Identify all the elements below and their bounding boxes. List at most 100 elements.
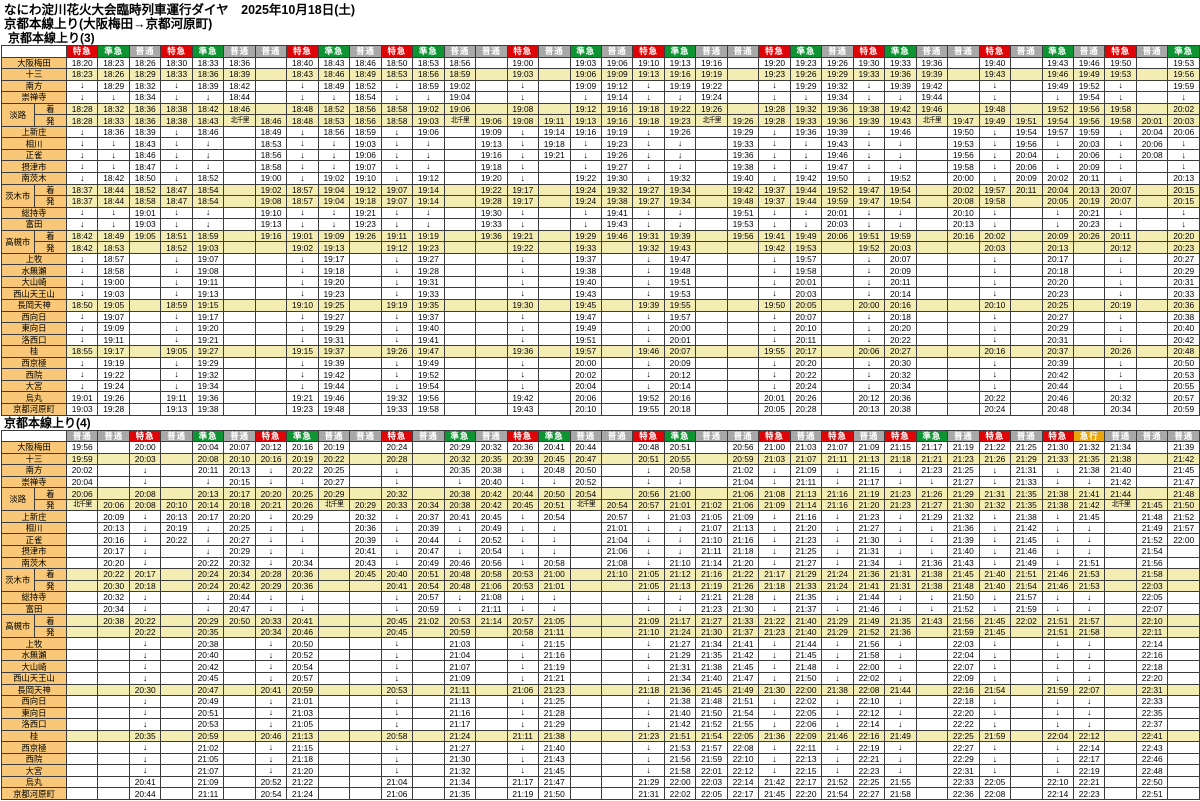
time-cell (443, 322, 477, 335)
time-cell: 18:59 (443, 68, 477, 81)
time-cell: 20:51 (663, 441, 697, 454)
time-cell (726, 102, 760, 116)
train-type-header: 特急 (128, 429, 162, 443)
time-cell: 20:03 (978, 241, 1012, 254)
time-cell: 19:36 (475, 229, 508, 243)
time-cell (128, 333, 162, 347)
time-cell: ↓ (789, 148, 823, 162)
time-cell: 20:20 (1167, 229, 1200, 243)
time-cell: ↓ (1041, 148, 1075, 162)
time-cell: 22:20 (947, 706, 980, 720)
station-name: 大山崎 (1, 660, 67, 673)
time-cell: ↓ (1167, 206, 1200, 220)
time-cell: 19:23 (758, 68, 791, 81)
time-cell: 19:57 (978, 183, 1012, 197)
time-cell: 20:54 (538, 510, 571, 523)
time-cell (1104, 625, 1137, 639)
time-cell (160, 625, 193, 639)
time-cell (317, 729, 351, 743)
time-cell: ↓ (506, 206, 540, 220)
station-name: 十三 (1, 68, 67, 81)
time-cell: 19:33 (569, 241, 602, 254)
time-cell: 21:06 (506, 683, 540, 697)
time-cell: ↓ (506, 695, 540, 708)
station-name: 淡路 (1, 102, 35, 127)
time-cell: 18:44 (97, 183, 130, 197)
time-cell: 19:52 (632, 391, 665, 404)
time-cell: 22:14 (852, 718, 886, 731)
time-cell: 北千里 (1104, 498, 1137, 512)
time-cell: 20:40 (191, 648, 225, 662)
station-name: 茨木市 (1, 568, 35, 593)
time-cell: 21:53 (1072, 579, 1106, 593)
time-cell (821, 379, 854, 393)
station-row: 烏丸 19:01 19:26 19:11 19:36 19:21 19:46 19:32 19:… (1, 391, 1200, 404)
time-cell: ↓ (978, 556, 1012, 570)
time-cell: 19:32 (380, 391, 414, 404)
time-cell: 22:23 (852, 764, 886, 777)
time-cell: 21:50 (789, 672, 823, 685)
time-cell: 20:04 (1010, 148, 1043, 162)
time-cell: 19:06 (349, 148, 382, 162)
station-name: 大宮 (1, 379, 67, 393)
time-cell (1010, 299, 1043, 312)
time-cell (1167, 787, 1200, 800)
time-cell: 19:07 (380, 183, 414, 197)
time-cell (475, 718, 508, 731)
time-cell: ↓ (852, 125, 886, 139)
time-cell: ↓ (380, 764, 414, 777)
time-cell (128, 345, 162, 358)
time-cell: 21:51 (663, 729, 697, 743)
time-cell: ↓ (443, 544, 477, 558)
time-cell (254, 322, 288, 335)
time-cell: 20:03 (789, 287, 823, 301)
time-cell: 19:26 (349, 229, 382, 243)
time-cell: 20:10 (223, 452, 256, 466)
station-row: 発 20:22 20:35 20:34 20:46 20:45 20:59 20:58 21:1… (2, 625, 1200, 639)
station-row: 総持寺 ↓ ↓ 19:01 ↓ ↓ 19:10 ↓ ↓ 19:21 ↓ ↓ 19:30 ↓ ↓ 19:41 ↓ ↓… (1, 206, 1200, 220)
train-type-header: 普通 (128, 45, 162, 58)
time-cell: ↓ (506, 510, 540, 523)
train-type-header: 普通 (538, 45, 571, 58)
time-cell: ↓ (128, 706, 162, 720)
time-cell: 20:09 (663, 356, 697, 370)
time-cell: 20:12 (254, 441, 288, 454)
time-cell: 19:05 (160, 345, 193, 358)
train-type-header: 普通 (1104, 429, 1137, 443)
time-cell (600, 787, 634, 800)
time-cell (1104, 648, 1137, 662)
time-cell: 20:16 (97, 533, 130, 546)
time-cell: ↓ (506, 706, 540, 720)
time-cell: ↓ (663, 591, 697, 604)
time-cell: 20:29 (443, 441, 477, 454)
time-cell (1167, 544, 1200, 558)
time-cell: ↓ (1041, 637, 1075, 650)
time-cell (317, 591, 351, 604)
time-cell (726, 299, 760, 312)
time-cell: 21:42 (1104, 475, 1137, 489)
time-cell: ↓ (632, 544, 665, 558)
time-cell: ↓ (65, 264, 99, 277)
time-cell: ↓ (380, 533, 414, 546)
time-cell (726, 264, 760, 277)
time-cell (538, 195, 571, 208)
time-cell: 19:28 (97, 402, 130, 416)
time-cell: ↓ (191, 148, 225, 162)
time-cell (1010, 648, 1043, 662)
time-cell: 19:55 (632, 402, 665, 416)
time-cell: ↓ (506, 521, 540, 535)
time-cell: 19:56 (726, 229, 760, 243)
station-row: 発 18:28 18:33 18:36 18:38 18:43 北千里 18:46 18:48 1… (2, 114, 1200, 127)
train-type-header: 準急 (569, 45, 602, 58)
time-cell (128, 275, 162, 289)
train-type-header: 準急 (191, 429, 225, 443)
time-cell: ↓ (852, 160, 886, 173)
time-cell: ↓ (758, 356, 791, 370)
time-cell: 21:04 (380, 775, 414, 789)
time-cell (317, 683, 351, 697)
time-cell: 20:03 (1072, 137, 1106, 150)
time-cell (317, 521, 351, 535)
time-cell (1104, 775, 1137, 789)
time-cell (1135, 391, 1169, 404)
time-cell (726, 333, 760, 347)
